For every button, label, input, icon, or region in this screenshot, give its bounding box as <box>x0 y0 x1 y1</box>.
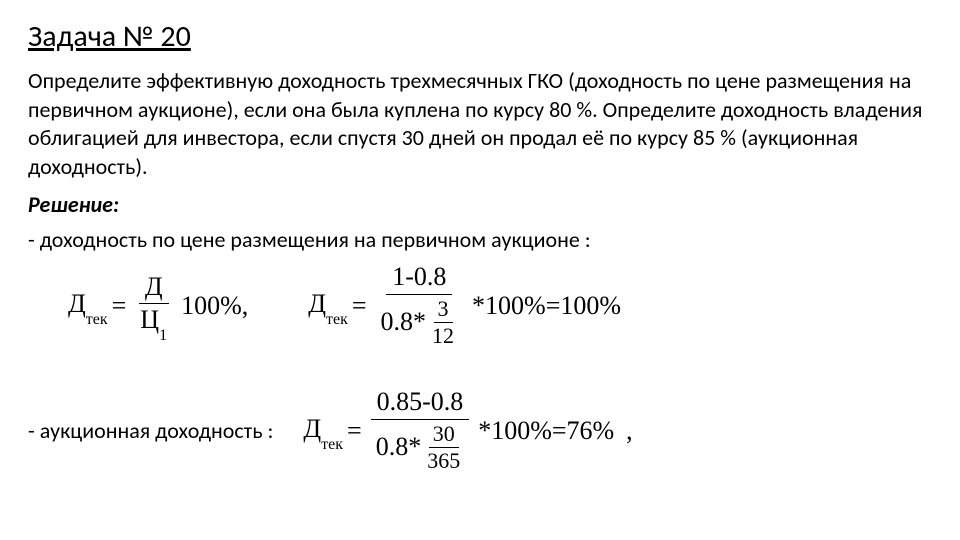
f1-eq: = <box>112 291 127 321</box>
f1-tail: 100%, <box>181 291 248 321</box>
f3-tail: *100%=76% <box>478 416 614 446</box>
f2-tail: *100%=100% <box>472 291 621 321</box>
formula-3: Дтек = 0.85-0.8 0.8* 30 365 *100%=76% , <box>303 388 632 473</box>
f1-lhs: Дтек <box>68 289 108 323</box>
formula-row-1: Дтек = Д Ц1 100%, Дтек = 1-0.8 0.8* 3 12… <box>68 263 932 348</box>
sub-label-1: - доходность по цене размещения на перви… <box>28 226 932 253</box>
formula-1: Дтек = Д Ц1 100%, <box>68 273 248 339</box>
sub-label-2: - аукционная доходность : <box>28 417 273 444</box>
formula-row-2: - аукционная доходность : Дтек = 0.85-0.… <box>28 388 932 473</box>
f3-comma: , <box>626 416 633 446</box>
f3-eq: = <box>347 416 362 446</box>
problem-title: Задача № 20 <box>28 18 932 55</box>
f3-lhs: Дтек <box>303 414 343 448</box>
f2-fraction: 1-0.8 0.8* 3 12 <box>375 263 465 348</box>
problem-statement: Определите эффективную доходность трехме… <box>28 67 932 181</box>
f1-fraction: Д Ц1 <box>134 273 173 339</box>
f2-lhs: Дтек <box>308 289 348 323</box>
f3-fraction: 0.85-0.8 0.8* 30 365 <box>370 388 471 473</box>
solution-label: Решение: <box>28 191 932 218</box>
formula-2: Дтек = 1-0.8 0.8* 3 12 *100%=100% <box>308 263 621 348</box>
f2-eq: = <box>352 291 367 321</box>
